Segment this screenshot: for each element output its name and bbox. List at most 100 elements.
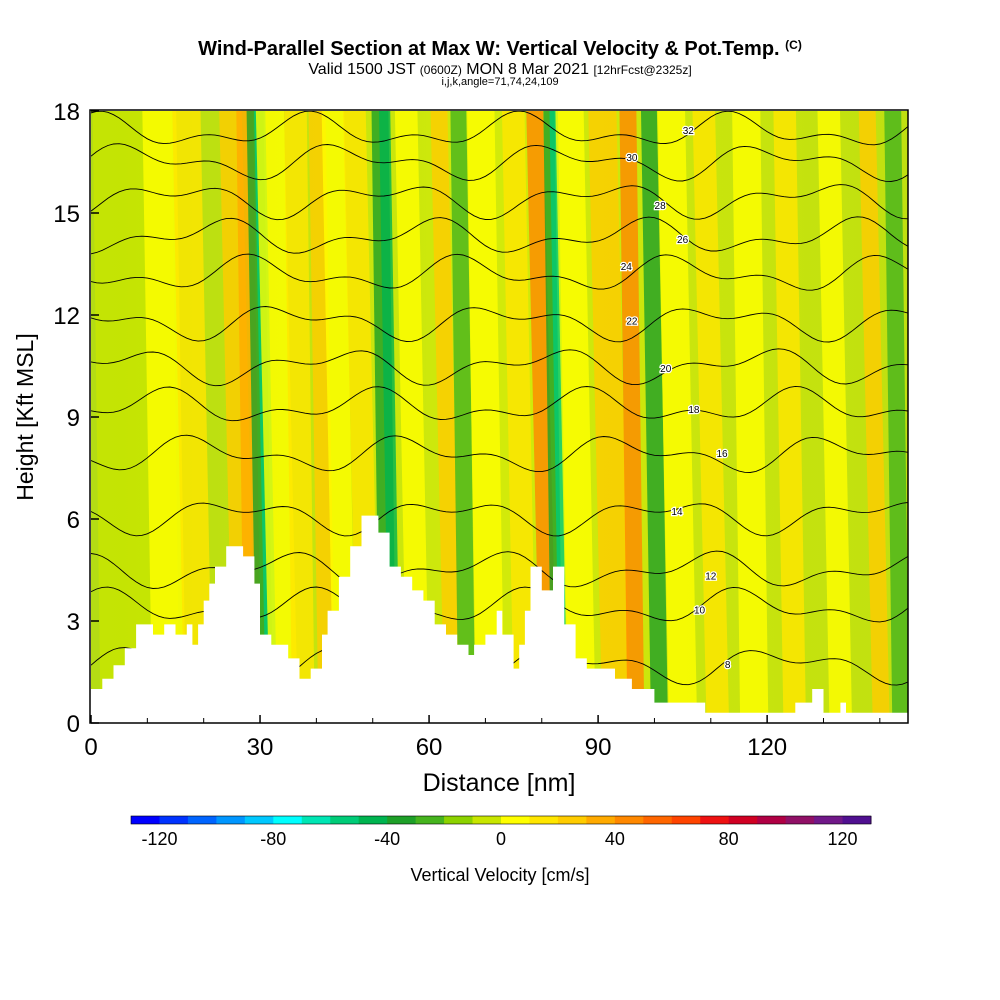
colorbar: -120 -80 -40 0 40 80 120 [130,815,872,849]
colorbar-swatch [187,816,217,824]
velocity-streak [430,111,462,723]
theta-contour-line [91,184,908,221]
theta-contour-label: 8 [725,660,731,671]
y-tick-label: 0 [67,711,80,738]
colorbar-swatch [444,816,474,824]
x-tick-label: 120 [747,734,787,761]
colorbar-tick-label: 120 [828,829,858,849]
theta-contour-line [91,348,908,387]
colorbar-swatch [415,816,445,824]
velocity-streak [692,111,730,723]
colorbar-swatch [131,816,160,824]
plot-area: 8 10 12 14 16 18 20 22 24 26 28 30 32 [91,111,908,723]
colorbar-swatch [216,816,246,824]
y-tick-label: 6 [67,507,80,534]
theta-contour-label: 22 [626,316,638,327]
theta-contour-label: 14 [671,507,683,518]
theta-contour-line [91,111,908,146]
subtitle-date: MON 8 Mar 2021 [466,61,589,78]
velocity-streak [732,111,769,723]
theta-contour-line [91,143,908,182]
chart-params: i,j,k,angle=71,74,24,109 [441,76,559,88]
title-copyright: (C) [785,38,802,52]
x-tick-label: 60 [416,734,443,761]
colorbar-swatch [358,816,388,824]
subtitle-fcst: [12hrFcst@2325z] [593,63,692,77]
velocity-streak [884,111,908,723]
theta-contour-label: 26 [677,235,689,246]
velocity-streak [284,111,315,723]
theta-contour-label: 20 [660,364,672,375]
theta-contour-line [91,306,908,343]
x-tick-label: 0 [84,734,97,761]
plot-frame [89,109,909,724]
colorbar-swatch [159,816,189,824]
theta-contour-label: 10 [694,605,706,616]
colorbar-swatch [643,816,673,824]
colorbar-tick-label: -40 [374,829,400,849]
colorbar-swatch [529,816,559,824]
y-tick-label: 3 [67,609,80,636]
colorbar-swatch [586,816,616,824]
colorbar-tick-label: 0 [496,829,506,849]
velocity-streak [588,111,631,723]
colorbar-swatch [842,816,872,824]
y-tick-label: 15 [53,201,80,228]
colorbar-tick-label: -80 [260,829,286,849]
chart-title: Wind-Parallel Section at Max W: Vertical… [0,38,1000,61]
theta-contour-line [91,216,908,255]
x-axis-label: Distance [nm] [423,769,576,797]
colorbar-tick-label: 40 [605,829,625,849]
colorbar-swatch [814,816,844,824]
y-tick-label: 12 [53,303,80,330]
chart-subtitle: Valid 1500 JST (0600Z) MON 8 Mar 2021 [1… [0,61,1000,79]
colorbar-swatch [330,816,360,824]
velocity-streak [640,111,668,723]
velocity-streak [555,111,596,723]
x-tick-label: 90 [585,734,612,761]
velocity-streak [321,111,357,723]
colorbar-swatch [244,816,274,824]
theta-contour-label: 16 [716,449,728,460]
theta-contour-line [91,385,908,422]
theta-contour-line [91,434,908,473]
theta-contour-line [91,502,908,537]
subtitle-zulu: (0600Z) [419,63,462,77]
theta-contour-label: 28 [655,201,667,212]
y-tick-label: 18 [53,99,80,126]
colorbar-swatch [273,816,303,824]
y-tick-label: 9 [67,405,80,432]
colorbar-swatch [501,816,530,824]
colorbar-swatch [700,816,730,824]
velocity-streak [501,111,537,723]
subtitle-valid: Valid 1500 JST [308,61,416,78]
theta-contour-label: 18 [688,405,700,416]
colorbar-swatch [728,816,758,824]
velocity-streak [394,111,430,723]
velocity-streak [773,111,806,723]
colorbar-swatch [387,816,417,824]
theta-contour-label: 24 [621,262,633,273]
title-main: Wind-Parallel Section at Max W: Vertical… [198,38,780,60]
velocity-streak [858,111,890,723]
colorbar-label: Vertical Velocity [cm/s] [410,865,589,885]
velocity-streak [142,111,187,723]
velocity-streak [466,111,505,723]
colorbar-swatch [472,816,502,824]
theta-contour-label: 32 [683,126,695,137]
y-axis-label: Height [Kft MSL] [12,333,38,500]
x-tick-label: 30 [247,734,274,761]
colorbar-swatch [557,816,587,824]
velocity-streak [308,111,336,723]
colorbar-swatch [301,816,331,824]
terrain-mask [91,515,908,723]
velocity-streak [656,111,698,723]
colorbar-swatch [614,816,644,824]
colorbar-tick-label: -120 [141,829,177,849]
theta-contour-label: 12 [705,571,717,582]
velocity-streak [817,111,853,723]
colorbar-swatch [785,816,815,824]
velocity-streak [172,111,213,723]
theta-contour-label: 30 [626,153,638,164]
